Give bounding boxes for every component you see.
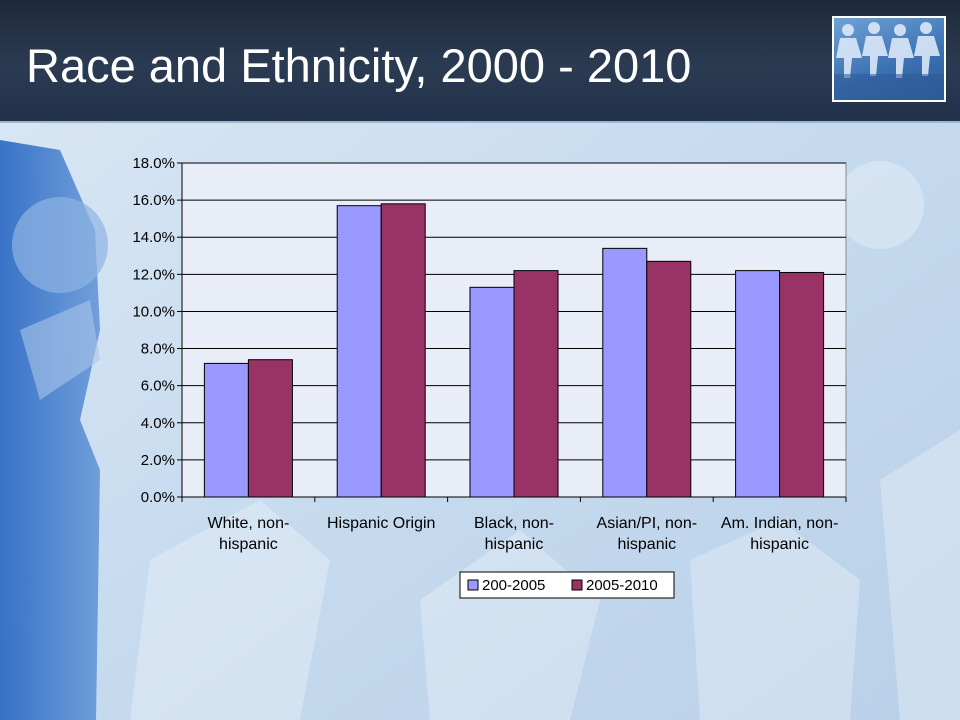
y-tick-label: 14.0% [132, 229, 175, 246]
y-tick-label: 4.0% [141, 415, 175, 432]
bar-2 [247, 359, 293, 498]
legend-swatch [571, 579, 583, 591]
y-tick-label: 16.0% [132, 192, 175, 209]
legend-label: 200-2005 [482, 577, 545, 594]
title-bar: Race and Ethnicity, 2000 - 2010 [0, 0, 960, 123]
x-axis: White, non-hispanic Hispanic Origin Black,… [181, 496, 847, 553]
y-axis: 0.0% 2.0% 4.0% 6.0% 8.0% 10.0% 12.0% 14.0% 16.0%… [132, 155, 183, 506]
slide-title: Race and Ethnicity, 2000 - 2010 [26, 39, 692, 92]
x-tick-label: hispanic [485, 536, 544, 553]
bar-2 [513, 270, 559, 498]
y-tick-label: 6.0% [141, 378, 175, 395]
y-tick-label: 0.0% [141, 489, 175, 506]
x-tick-label: hispanic [617, 536, 676, 553]
bar-2 [646, 260, 692, 498]
x-tick-label: hispanic [750, 536, 809, 553]
bar-2 [380, 203, 426, 498]
legend-swatch [467, 579, 479, 591]
bar-1 [469, 286, 515, 498]
bar-1 [602, 247, 648, 498]
x-tick-label: Asian/PI, non- [597, 515, 698, 532]
x-tick-label: Black, non- [474, 515, 554, 532]
bar-chart: 0.0% 2.0% 4.0% 6.0% 8.0% 10.0% 12.0% 14.0% 16.0%… [132, 155, 847, 599]
bar-1 [203, 362, 249, 498]
bars [203, 203, 825, 498]
y-tick-label: 18.0% [132, 155, 175, 172]
x-tick-label: Hispanic Origin [327, 515, 435, 532]
bar-1 [735, 270, 781, 498]
x-tick-label: White, non- [207, 515, 289, 532]
bar-2 [779, 271, 825, 498]
x-tick-label: Am. Indian, non- [721, 515, 838, 532]
y-tick-label: 10.0% [132, 303, 175, 320]
y-tick-label: 12.0% [132, 266, 175, 283]
x-tick-label: hispanic [219, 536, 278, 553]
legend-label: 2005-2010 [586, 577, 658, 594]
y-tick-label: 8.0% [141, 341, 175, 358]
bar-1 [336, 205, 382, 498]
legend-box [459, 571, 675, 599]
legend: 200-2005 2005-2010 [459, 571, 675, 599]
people-chain-icon [832, 16, 946, 102]
y-tick-label: 2.0% [141, 452, 175, 469]
